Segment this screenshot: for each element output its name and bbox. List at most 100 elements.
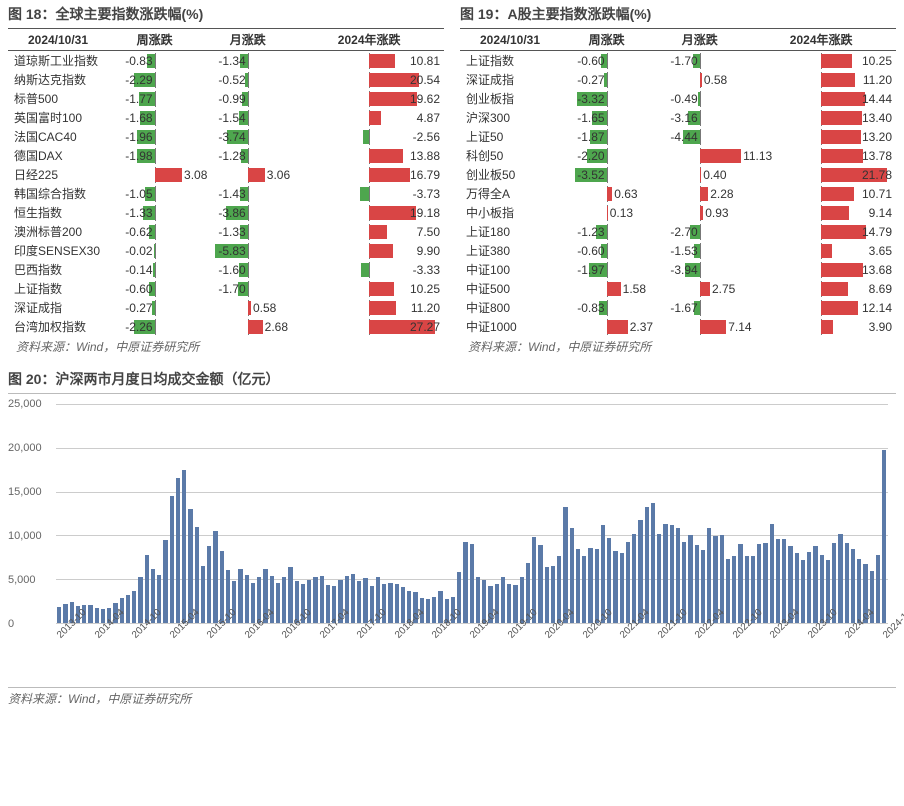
volume-bar: [770, 524, 774, 623]
y-tick-label: 15,000: [8, 486, 42, 498]
volume-bar: [545, 567, 549, 623]
row-name: 上证50: [460, 127, 560, 146]
row-name: 创业板指: [460, 89, 560, 108]
volume-bar: [632, 534, 636, 623]
volume-bar: [182, 470, 186, 623]
bar-cell: -2.56: [294, 127, 444, 146]
volume-bar: [732, 556, 736, 623]
volume-bar: [313, 577, 317, 623]
volume-bar: [882, 450, 886, 623]
volume-bar: [595, 549, 599, 623]
volume-bar: [813, 546, 817, 623]
volume-bar: [613, 551, 617, 623]
volume-bar: [663, 524, 667, 623]
bar-cell: -1.97: [560, 260, 653, 279]
bar-cell: -3.73: [294, 184, 444, 203]
bar-cell: -2.26: [108, 317, 201, 336]
volume-bar: [563, 507, 567, 623]
bar-cell: -0.83: [560, 298, 653, 317]
bar-cell: 10.25: [746, 51, 896, 71]
bar-cell: -0.83: [108, 51, 201, 71]
fig20-panel: 图 20：沪深两市月度日均成交金额（亿元） 2013-102014-042014…: [0, 365, 904, 687]
bar-cell: -0.62: [108, 222, 201, 241]
volume-bar: [432, 597, 436, 623]
fig19-table: 2024/10/31周涨跌月涨跌2024年涨跌上证指数-0.60-1.7010.…: [460, 28, 896, 336]
volume-bar: [620, 553, 624, 623]
bar-cell: -3.94: [653, 260, 746, 279]
bar-cell: -3.33: [294, 260, 444, 279]
volume-bar: [57, 607, 61, 623]
volume-bar: [220, 551, 224, 623]
bar-cell: -4.44: [653, 127, 746, 146]
fig19-source: 资料来源：Wind，中原证券研究所: [460, 336, 896, 361]
bar-cell: 0.63: [560, 184, 653, 203]
volume-bar: [463, 542, 467, 623]
volume-bar: [245, 575, 249, 623]
bar-cell: 7.14: [653, 317, 746, 336]
row-name: 中证1000: [460, 317, 560, 336]
bar-cell: 8.69: [746, 279, 896, 298]
bar-cell: -0.99: [201, 89, 294, 108]
bar-cell: 2.37: [560, 317, 653, 336]
bar-cell: 12.14: [746, 298, 896, 317]
volume-bar: [251, 583, 255, 623]
volume-bar: [782, 539, 786, 623]
bar-cell: -1.28: [201, 146, 294, 165]
bar-cell: -5.83: [201, 241, 294, 260]
bar-cell: -1.87: [560, 127, 653, 146]
bar-cell: -1.68: [108, 108, 201, 127]
bar-cell: 1.58: [560, 279, 653, 298]
volume-bar: [388, 583, 392, 623]
fig18-table: 2024/10/31周涨跌月涨跌2024年涨跌道琼斯工业指数-0.83-1.34…: [8, 28, 444, 336]
volume-bar: [176, 478, 180, 623]
volume-bar: [438, 591, 442, 623]
volume-bar: [288, 567, 292, 623]
volume-bar: [507, 584, 511, 623]
fig18-panel: 图 18：全球主要指数涨跌幅(%) 2024/10/31周涨跌月涨跌2024年涨…: [0, 0, 452, 365]
bar-cell: -1.33: [108, 203, 201, 222]
bar-cell: 19.18: [294, 203, 444, 222]
bar-cell: -0.49: [653, 89, 746, 108]
volume-bar: [651, 503, 655, 623]
y-tick-label: 0: [8, 618, 14, 630]
volume-bar: [763, 543, 767, 623]
bar-cell: -1.43: [201, 184, 294, 203]
volume-bar: [513, 585, 517, 623]
bar-cell: 19.62: [294, 89, 444, 108]
bar-cell: 2.28: [653, 184, 746, 203]
volume-bar: [707, 528, 711, 623]
bar-cell: -3.52: [560, 165, 653, 184]
bar-cell: -0.52: [201, 70, 294, 89]
row-name: 上证380: [460, 241, 560, 260]
volume-bar: [645, 507, 649, 623]
volume-bar: [326, 585, 330, 623]
fig19-title: 图 19：A股主要指数涨跌幅(%): [460, 4, 896, 24]
volume-bar: [501, 577, 505, 623]
volume-bar: [395, 584, 399, 623]
row-name: 上证指数: [460, 51, 560, 71]
bar-cell: -0.60: [560, 51, 653, 71]
bar-cell: -1.33: [201, 222, 294, 241]
fig20-chart: 2013-102014-042014-102015-042015-102016-…: [8, 393, 896, 683]
volume-bar: [626, 542, 630, 623]
volume-bar: [551, 566, 555, 623]
volume-bar: [745, 556, 749, 623]
volume-bar: [213, 531, 217, 623]
bar-cell: 21.78: [746, 165, 896, 184]
bar-cell: 13.40: [746, 108, 896, 127]
bar-cell: -1.23: [560, 222, 653, 241]
volume-bar: [276, 583, 280, 623]
bar-cell: 14.79: [746, 222, 896, 241]
volume-bar: [588, 548, 592, 623]
row-name: 巴西指数: [8, 260, 108, 279]
bar-cell: -0.27: [560, 70, 653, 89]
row-name: 英国富时100: [8, 108, 108, 127]
bar-cell: -1.70: [653, 51, 746, 71]
fig20-source: 资料来源：Wind，中原证券研究所: [0, 688, 904, 713]
bar-cell: -1.54: [201, 108, 294, 127]
bar-cell: 2.68: [201, 317, 294, 336]
bar-cell: 14.44: [746, 89, 896, 108]
bar-cell: -0.27: [108, 298, 201, 317]
volume-bar: [670, 525, 674, 623]
row-name: 台湾加权指数: [8, 317, 108, 336]
